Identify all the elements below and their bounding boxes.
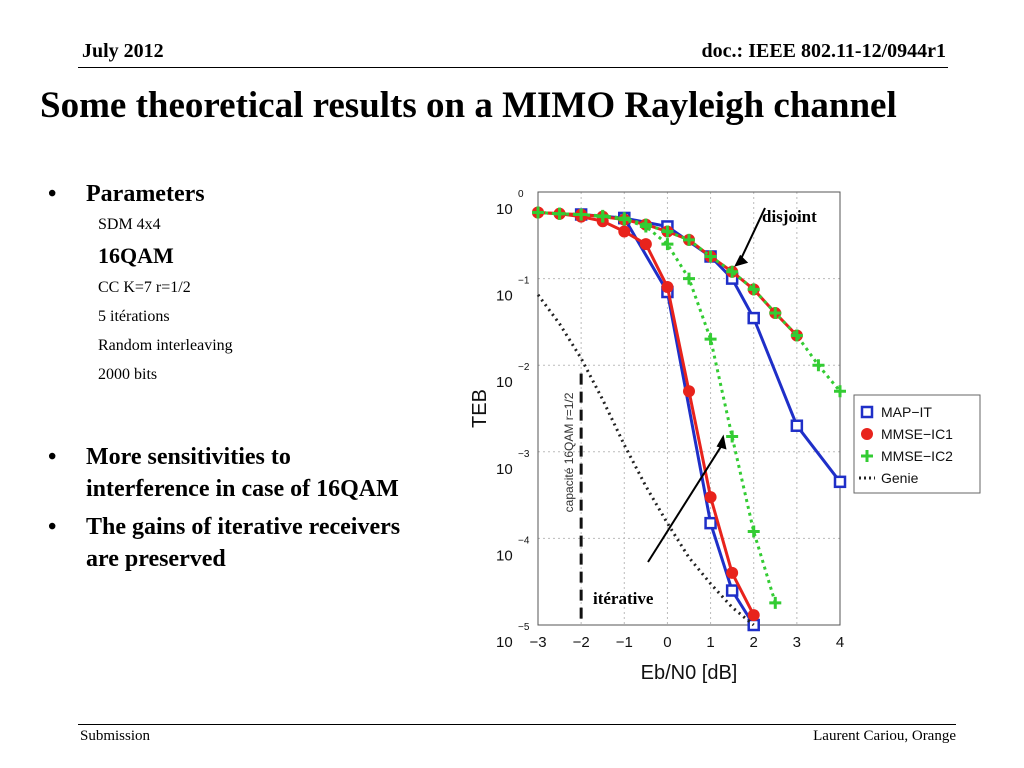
y-tick-label: 10	[496, 634, 513, 651]
x-tick-label: 4	[836, 634, 844, 651]
param-item: SDM 4x4	[98, 216, 161, 233]
data-point	[812, 359, 825, 372]
y-tick-label: 10	[496, 288, 513, 305]
bullet-gains: • The gains of iterative receivers are p…	[48, 511, 408, 575]
x-tick-label: −2	[573, 634, 590, 651]
data-point	[726, 265, 739, 278]
x-tick-label: 3	[793, 634, 801, 651]
data-point	[639, 220, 652, 233]
bullet-sensitivity-text: More sensitivities to interference in ca…	[86, 444, 399, 502]
x-tick-label: 0	[663, 634, 671, 651]
legend-box	[853, 394, 981, 494]
data-point	[618, 213, 631, 226]
data-point	[639, 238, 652, 251]
data-point	[769, 596, 782, 609]
data-point	[769, 307, 782, 320]
annotation-arrow	[647, 442, 725, 563]
bullet-dot: •	[48, 181, 57, 207]
data-point	[747, 525, 760, 538]
slide-title: Some theoretical results on a MIMO Rayle…	[40, 85, 897, 126]
legend-marker	[861, 428, 873, 440]
param-item: 16QAM	[98, 243, 174, 268]
y-tick-label: 10	[496, 547, 513, 564]
bullet-parameters-label: Parameters	[86, 181, 205, 207]
annotation-arrowhead	[716, 434, 727, 450]
data-point	[683, 272, 695, 285]
data-point	[747, 618, 760, 632]
plot-frame	[537, 191, 841, 626]
footer-submission: Submission	[80, 728, 151, 744]
data-point	[683, 385, 695, 398]
series-line	[536, 293, 755, 627]
legend: MAP−IT MMSE−IC1 MMSE−IC2 Genie	[853, 394, 981, 494]
y-tick-exponent: −3	[518, 449, 530, 460]
param-item: 2000 bits	[98, 366, 158, 383]
series-line	[537, 211, 777, 604]
data-point	[790, 329, 803, 342]
param-item: CC K=7 r=1/2	[98, 279, 191, 296]
bullet-parameters: • Parameters	[48, 178, 408, 210]
data-point	[532, 206, 544, 219]
data-point	[833, 475, 847, 489]
x-axis-label: Eb/N0 [dB]	[641, 662, 738, 684]
data-point	[704, 333, 717, 346]
data-point	[704, 516, 717, 530]
data-point	[661, 225, 674, 238]
footer-author: Laurent Cariou, Orange	[813, 728, 956, 744]
legend-marker	[860, 405, 874, 419]
y-tick-exponent: −5	[518, 622, 530, 633]
data-point	[683, 233, 695, 246]
data-point	[726, 566, 739, 579]
y-tick-exponent: −2	[518, 362, 530, 373]
data-point	[704, 491, 717, 504]
y-tick-exponent: 0	[518, 189, 524, 200]
data-point	[575, 208, 588, 221]
y-tick-label: 10	[496, 374, 513, 391]
y-tick-exponent: −1	[518, 276, 530, 287]
footer-divider	[78, 724, 956, 725]
capacity-label: capacité 16QAM r=1/2	[562, 392, 576, 512]
ber-chart: −3 −2 −1 0 1 2 3 4 10 0 10 −1 10 −2 10 −3 10 −4 10 −5 capaci…	[469, 189, 981, 684]
x-tick-label: 2	[750, 634, 758, 651]
x-tick-label: −3	[529, 634, 546, 651]
data-point	[747, 311, 760, 325]
legend-label: MAP−IT	[881, 404, 932, 420]
data-point	[553, 207, 566, 220]
x-tick-label: −1	[616, 634, 633, 651]
data-point	[704, 250, 717, 263]
annotation-arrow	[739, 207, 766, 262]
data-point	[596, 210, 609, 223]
data-point	[618, 225, 631, 238]
bullet-dot: •	[48, 514, 57, 540]
annotation-arrowhead	[734, 254, 749, 267]
x-tick-label: 1	[706, 634, 714, 651]
y-tick-exponent: −4	[518, 535, 530, 546]
data-point	[790, 419, 804, 432]
bullet-dot: •	[48, 444, 57, 470]
y-tick-label: 10	[496, 201, 513, 218]
data-point	[726, 430, 739, 443]
legend-label: MMSE−IC1	[881, 426, 953, 442]
param-item: Random interleaving	[98, 337, 233, 354]
annotation-disjoint: disjoint	[762, 207, 817, 226]
y-axis-label: TEB	[469, 389, 491, 428]
param-item: 5 itérations	[98, 308, 170, 325]
bullet-gains-text: The gains of iterative receivers are pre…	[86, 514, 401, 572]
header-divider	[78, 67, 948, 68]
data-point	[661, 280, 674, 293]
data-point	[747, 609, 760, 622]
header-doc-id: doc.: IEEE 802.11-12/0944r1	[701, 40, 946, 62]
header-date: July 2012	[82, 40, 164, 62]
legend-label: MMSE−IC2	[881, 448, 953, 464]
bullet-list: • Parameters SDM 4x4 16QAM CC K=7 r=1/2 …	[48, 178, 408, 575]
data-point	[834, 385, 846, 398]
legend-label: Genie	[881, 470, 919, 486]
legend-marker	[861, 450, 873, 462]
data-point	[661, 238, 674, 251]
data-point	[747, 283, 760, 296]
bullet-sensitivity: • More sensitivities to interference in …	[48, 441, 408, 505]
annotation-iterative: itérative	[593, 589, 654, 608]
y-tick-label: 10	[496, 461, 513, 478]
data-point	[725, 584, 739, 597]
